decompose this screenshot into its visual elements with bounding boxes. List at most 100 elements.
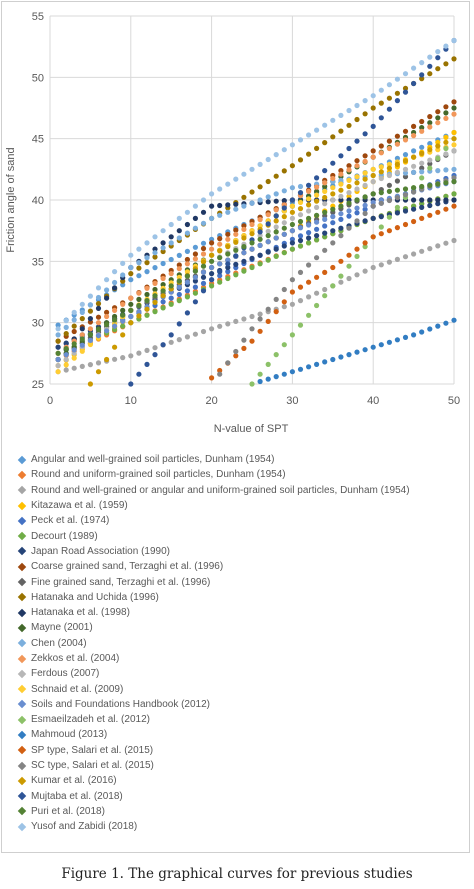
data-point (297, 298, 304, 304)
data-point (322, 230, 328, 236)
data-point (273, 198, 279, 204)
data-point (378, 190, 384, 196)
data-point (257, 197, 263, 203)
data-point (297, 212, 304, 218)
data-point (297, 225, 304, 231)
data-point (233, 318, 239, 324)
data-point (217, 261, 223, 267)
data-point (217, 212, 223, 218)
data-point (411, 206, 417, 212)
data-point (451, 99, 457, 105)
data-point (209, 236, 215, 242)
data-point (184, 269, 190, 275)
data-point (346, 200, 352, 206)
data-point (411, 169, 417, 175)
data-point (330, 240, 336, 246)
data-point (354, 197, 360, 203)
data-point (160, 288, 166, 294)
data-point (184, 294, 190, 300)
data-point (217, 248, 223, 254)
data-point (443, 151, 449, 157)
data-point (419, 175, 425, 181)
data-point (394, 337, 400, 343)
data-point (362, 210, 368, 217)
data-point (394, 204, 400, 210)
data-point (386, 95, 392, 101)
data-point (104, 277, 110, 283)
data-point (306, 151, 312, 157)
data-point (419, 118, 425, 125)
data-point (71, 365, 77, 371)
data-point (209, 246, 215, 252)
data-point (314, 302, 320, 309)
legend-item: Decourt (1989) (16, 528, 468, 543)
data-point (87, 293, 93, 299)
data-point (435, 181, 441, 187)
data-point (338, 233, 344, 239)
data-point (160, 260, 166, 267)
data-point (71, 309, 77, 315)
data-point (370, 199, 376, 206)
data-point (233, 253, 239, 259)
data-point (225, 181, 231, 187)
legend-marker (17, 608, 27, 617)
series-20 (209, 203, 457, 381)
data-point (297, 366, 304, 372)
data-point (378, 115, 384, 121)
data-point (354, 349, 360, 355)
data-point (87, 341, 93, 348)
data-point (192, 278, 198, 284)
data-point (79, 363, 85, 369)
data-point (225, 251, 231, 257)
data-point (112, 269, 118, 275)
data-point (394, 210, 400, 216)
data-point (241, 268, 247, 274)
data-point (411, 189, 417, 195)
data-point (249, 240, 255, 246)
series-25 (55, 37, 457, 332)
data-point (104, 356, 110, 363)
data-point (338, 197, 344, 203)
data-point (435, 201, 441, 207)
data-point (55, 338, 61, 344)
legend-marker (17, 684, 27, 694)
data-point (330, 220, 336, 226)
data-point (55, 326, 61, 332)
data-point (419, 60, 425, 66)
data-point (411, 148, 417, 154)
data-point (330, 134, 336, 140)
data-point (241, 345, 247, 351)
data-point (152, 265, 158, 271)
data-point (386, 182, 392, 188)
data-point (217, 367, 223, 374)
data-point (152, 234, 158, 240)
data-point (362, 170, 368, 176)
data-point (200, 220, 207, 226)
data-point (362, 347, 368, 353)
data-point (427, 141, 433, 147)
data-point (184, 310, 190, 316)
data-point (419, 329, 425, 335)
data-point (346, 163, 352, 169)
data-point (257, 261, 263, 267)
data-point (209, 252, 215, 258)
legend-label: Esmaeilzadeh et al. (2012) (31, 714, 150, 726)
data-point (314, 184, 320, 190)
data-point (322, 209, 328, 215)
data-point (427, 120, 433, 126)
data-point (144, 240, 150, 246)
data-point (402, 208, 409, 214)
data-point (322, 201, 328, 207)
data-point (378, 169, 384, 175)
data-point (314, 188, 320, 194)
legend-label: Round and uniform-grained soil particles… (31, 469, 286, 481)
data-point (79, 348, 85, 354)
data-point (176, 274, 182, 280)
data-point (451, 197, 457, 203)
data-point (79, 342, 85, 348)
data-point (241, 171, 247, 177)
data-point (160, 305, 166, 311)
data-point (338, 187, 344, 193)
legend-marker (17, 547, 27, 556)
data-point (394, 256, 400, 262)
